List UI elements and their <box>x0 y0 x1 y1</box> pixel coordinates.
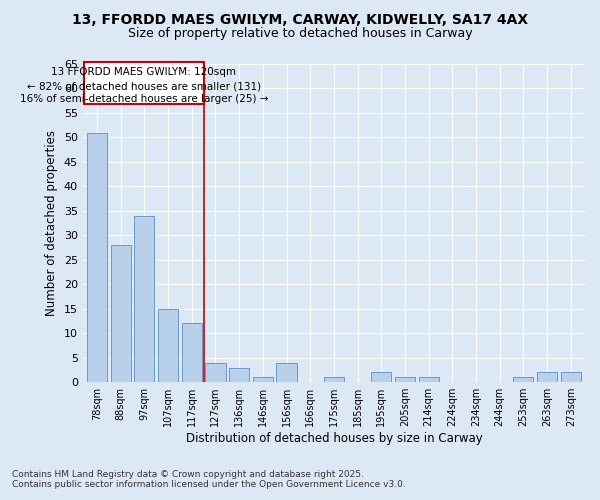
Text: ← 82% of detached houses are smaller (131): ← 82% of detached houses are smaller (13… <box>27 81 261 91</box>
Text: Size of property relative to detached houses in Carway: Size of property relative to detached ho… <box>128 28 472 40</box>
Bar <box>229 368 249 382</box>
Bar <box>537 372 557 382</box>
Bar <box>158 309 178 382</box>
FancyBboxPatch shape <box>84 62 203 104</box>
Bar <box>395 378 415 382</box>
Bar <box>371 372 391 382</box>
Text: 13, FFORDD MAES GWILYM, CARWAY, KIDWELLY, SA17 4AX: 13, FFORDD MAES GWILYM, CARWAY, KIDWELLY… <box>72 12 528 26</box>
Bar <box>253 378 273 382</box>
Bar <box>419 378 439 382</box>
Bar <box>514 378 533 382</box>
Bar <box>205 362 226 382</box>
Bar <box>182 324 202 382</box>
Bar <box>324 378 344 382</box>
Text: 13 FFORDD MAES GWILYM: 120sqm: 13 FFORDD MAES GWILYM: 120sqm <box>51 68 236 78</box>
Y-axis label: Number of detached properties: Number of detached properties <box>45 130 58 316</box>
Bar <box>87 132 107 382</box>
Text: 16% of semi-detached houses are larger (25) →: 16% of semi-detached houses are larger (… <box>20 94 268 104</box>
Bar <box>561 372 581 382</box>
Bar <box>134 216 154 382</box>
Bar <box>110 245 131 382</box>
X-axis label: Distribution of detached houses by size in Carway: Distribution of detached houses by size … <box>185 432 482 445</box>
Bar <box>277 362 296 382</box>
Text: Contains HM Land Registry data © Crown copyright and database right 2025.
Contai: Contains HM Land Registry data © Crown c… <box>12 470 406 489</box>
